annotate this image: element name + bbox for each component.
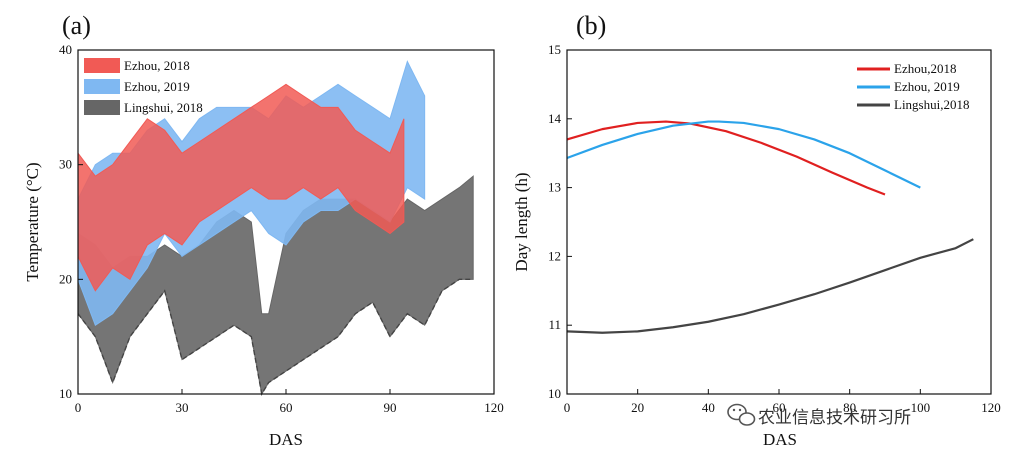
panel-b-xlabel: DAS bbox=[763, 430, 797, 449]
panel-a-ylabel: Temperature (°C) bbox=[23, 162, 42, 281]
y-tick-label: 10 bbox=[548, 386, 561, 401]
x-tick-label: 40 bbox=[702, 400, 715, 415]
watermark: 农业信息技术研习所 bbox=[727, 403, 911, 428]
day-length-line-0 bbox=[566, 120, 886, 196]
panel-a-label: (a) bbox=[62, 11, 91, 40]
x-tick-label: 80 bbox=[843, 400, 856, 415]
x-tick-label: 60 bbox=[280, 400, 293, 415]
legend-entry: Lingshui,2018 bbox=[894, 97, 969, 112]
legend-swatch bbox=[84, 79, 120, 94]
panel-b-plot-area bbox=[566, 120, 974, 334]
legend-swatch bbox=[84, 58, 120, 73]
watermark-text: 农业信息技术研习所 bbox=[758, 408, 911, 428]
lingshui-min-line bbox=[77, 278, 474, 396]
panel-b: (b) 0 20 40 60 80 100 120 10 11 12 13 14 15 DAS Day … bbox=[512, 11, 1001, 449]
x-tick-label: 30 bbox=[176, 400, 189, 415]
x-tick-label: 0 bbox=[564, 400, 571, 415]
panel-b-ticks: 0 20 40 60 80 100 120 10 11 12 13 14 15 bbox=[548, 42, 1001, 415]
y-tick-label: 40 bbox=[59, 42, 72, 57]
panel-b-label: (b) bbox=[576, 11, 606, 40]
legend-entry: Ezhou, 2019 bbox=[124, 79, 190, 94]
panel-a-legend: Ezhou, 2018 Ezhou, 2019 Lingshui, 2018 bbox=[84, 58, 203, 115]
legend-entry: Lingshui, 2018 bbox=[124, 100, 203, 115]
legend-swatch bbox=[84, 100, 120, 115]
x-tick-label: 90 bbox=[384, 400, 397, 415]
y-tick-label: 12 bbox=[548, 248, 561, 263]
x-tick-label: 0 bbox=[75, 400, 82, 415]
x-tick-label: 100 bbox=[911, 400, 931, 415]
y-tick-label: 13 bbox=[548, 180, 561, 195]
panel-a-plot-area bbox=[77, 60, 474, 396]
legend-entry: Ezhou,2018 bbox=[894, 61, 956, 76]
panel-a-xlabel: DAS bbox=[269, 430, 303, 449]
y-tick-label: 20 bbox=[59, 271, 72, 286]
y-tick-label: 10 bbox=[59, 386, 72, 401]
y-tick-label: 30 bbox=[59, 157, 72, 172]
day-length-line-1 bbox=[566, 120, 921, 189]
y-tick-label: 11 bbox=[548, 317, 561, 332]
x-tick-label: 20 bbox=[631, 400, 644, 415]
panel-b-legend: Ezhou,2018 Ezhou, 2019 Lingshui,2018 bbox=[857, 61, 969, 112]
y-tick-label: 15 bbox=[548, 42, 561, 57]
legend-entry: Ezhou, 2018 bbox=[124, 58, 190, 73]
x-tick-label: 60 bbox=[773, 400, 786, 415]
day-length-line-2 bbox=[566, 238, 974, 334]
y-tick-label: 14 bbox=[548, 111, 562, 126]
panel-b-ylabel: Day length (h) bbox=[512, 172, 531, 271]
panel-a-ticks: 0 30 60 90 120 10 20 30 40 bbox=[59, 42, 504, 415]
wechat-icon bbox=[727, 403, 756, 426]
panel-a: (a) 0 30 60 90 120 10 20 30 40 DAS Temperature (… bbox=[23, 11, 504, 449]
legend-entry: Ezhou, 2019 bbox=[894, 79, 960, 94]
x-tick-label: 120 bbox=[981, 400, 1001, 415]
x-tick-label: 120 bbox=[484, 400, 504, 415]
temperature-band-1 bbox=[77, 83, 405, 292]
